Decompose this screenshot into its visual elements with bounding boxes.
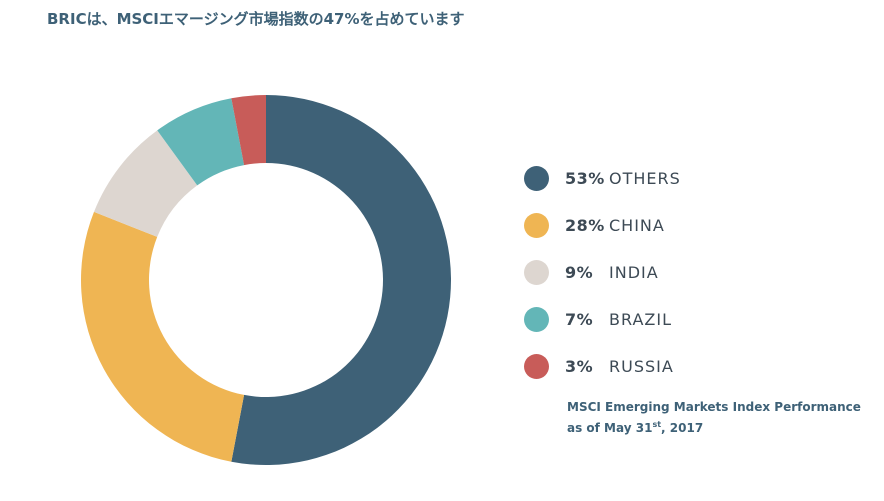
caption-date-ordinal: st bbox=[652, 420, 662, 429]
legend-percent-russia: 3% bbox=[565, 357, 594, 376]
legend-swatch-china bbox=[524, 213, 549, 238]
legend-swatch-russia bbox=[524, 354, 549, 379]
slice-brazil bbox=[157, 98, 245, 186]
legend-percent-others: 53% bbox=[565, 169, 605, 188]
legend: 53% OTHERS 28% CHINA 9% INDIA 7% BRAZIL … bbox=[524, 155, 681, 390]
legend-item-india: 9% INDIA bbox=[524, 249, 681, 296]
legend-item-others: 53% OTHERS bbox=[524, 155, 681, 202]
legend-label-india: INDIA bbox=[609, 263, 659, 282]
legend-swatch-india bbox=[524, 260, 549, 285]
legend-percent-india: 9% bbox=[565, 263, 594, 282]
slice-china bbox=[81, 211, 245, 462]
legend-label-china: CHINA bbox=[609, 216, 665, 235]
legend-swatch-brazil bbox=[524, 307, 549, 332]
legend-label-russia: RUSSIA bbox=[609, 357, 674, 376]
legend-percent-china: 28% bbox=[565, 216, 605, 235]
caption-line-2: as of May 31st, 2017 bbox=[567, 416, 861, 437]
legend-label-others: OTHERS bbox=[609, 169, 681, 188]
legend-percent-brazil: 7% bbox=[565, 310, 594, 329]
source-caption: MSCI Emerging Markets Index Performance … bbox=[567, 399, 861, 437]
caption-line-1: MSCI Emerging Markets Index Performance bbox=[567, 400, 861, 414]
slice-others bbox=[231, 95, 452, 465]
chart-title: BRICは、MSCIエマージング市場指数の47%を占めています bbox=[47, 10, 465, 28]
donut-slices bbox=[81, 95, 452, 465]
legend-swatch-others bbox=[524, 166, 549, 191]
caption-date-suffix: , 2017 bbox=[661, 421, 704, 435]
caption-date-prefix: as of May 31 bbox=[567, 421, 653, 435]
slice-russia bbox=[231, 95, 266, 166]
slice-india bbox=[93, 130, 198, 237]
legend-item-brazil: 7% BRAZIL bbox=[524, 296, 681, 343]
legend-item-russia: 3% RUSSIA bbox=[524, 343, 681, 390]
donut-chart bbox=[81, 95, 452, 465]
legend-label-brazil: BRAZIL bbox=[609, 310, 672, 329]
legend-item-china: 28% CHINA bbox=[524, 202, 681, 249]
